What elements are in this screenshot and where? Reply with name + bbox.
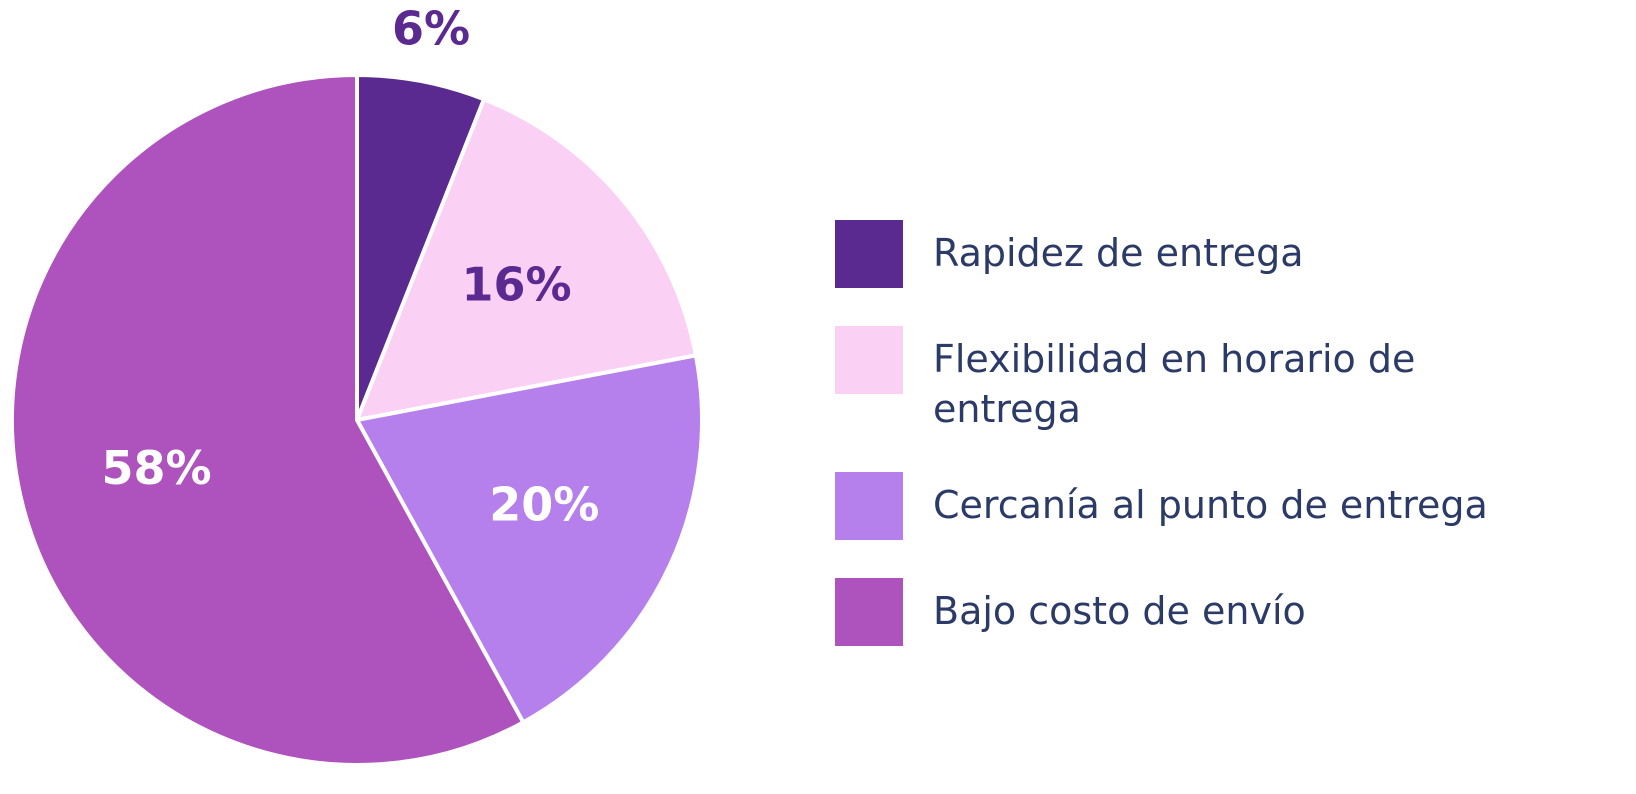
pie-slice	[355, 72, 487, 421]
legend-swatch	[835, 472, 903, 540]
legend-label: Rapidez de entrega	[933, 231, 1304, 275]
legend-swatch	[835, 326, 903, 394]
legend: Rapidez de entrega Flexibilidad en horari…	[835, 220, 1595, 684]
value-label: 6%	[392, 1, 470, 55]
legend-item: Cercanía al punto de entrega	[835, 472, 1595, 540]
value-label: 20%	[489, 478, 599, 532]
legend-label: Cercanía al punto de entrega	[933, 483, 1488, 527]
legend-item: Bajo costo de envío	[835, 578, 1595, 646]
pie-slice	[353, 353, 704, 726]
legend-swatch	[835, 578, 903, 646]
legend-item: Flexibilidad en horario de entrega	[835, 326, 1595, 434]
legend-label: Flexibilidad en horario de entrega	[933, 337, 1416, 431]
value-label: 58%	[101, 441, 211, 495]
legend-swatch	[835, 220, 903, 288]
value-label: 16%	[461, 258, 571, 312]
chart: 6% 16% 20% 58%	[10, 1, 704, 767]
pie-slice	[353, 96, 699, 423]
pie-slice	[10, 72, 526, 767]
legend-label: Bajo costo de envío	[933, 589, 1306, 633]
legend-item: Rapidez de entrega	[835, 220, 1595, 288]
